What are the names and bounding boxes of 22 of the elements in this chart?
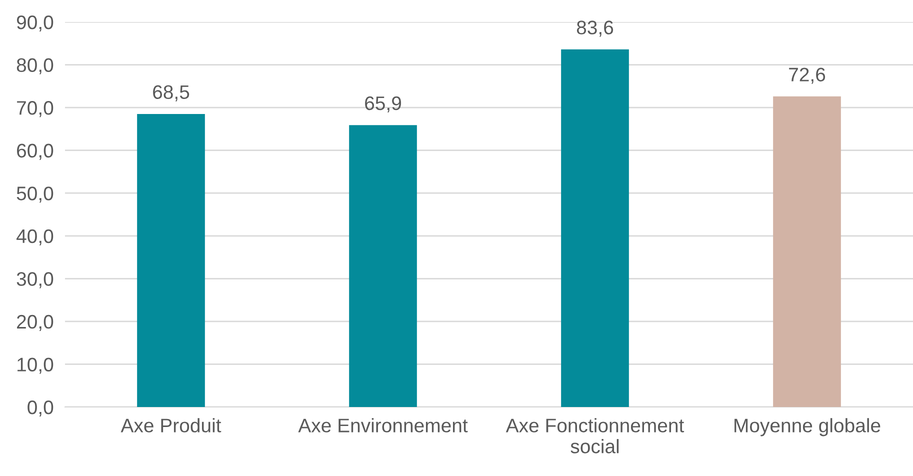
data-label: 83,6 xyxy=(576,20,614,37)
data-label: 65,9 xyxy=(365,96,401,112)
y-tick-label: 50,0 xyxy=(16,186,54,203)
y-tick-label: 30,0 xyxy=(16,272,54,288)
y-tick-label: 20,0 xyxy=(17,314,54,331)
y-tick-label: 0,0 xyxy=(28,400,54,417)
y-tick-label: 10,0 xyxy=(18,358,54,374)
y-tick-label: 80,0 xyxy=(16,58,54,74)
y-tick-label: 60,0 xyxy=(17,144,54,160)
bar xyxy=(349,125,417,407)
data-label: 72,6 xyxy=(789,68,826,84)
x-tick-label: Axe Fonctionnement social xyxy=(506,418,684,454)
bar xyxy=(773,96,841,407)
y-tick-label: 90,0 xyxy=(16,15,54,32)
x-tick-label: Axe Environnement xyxy=(298,418,468,432)
x-tick-label: Axe Produit xyxy=(120,418,222,432)
bar xyxy=(561,49,629,407)
y-tick-label: 40,0 xyxy=(16,229,54,246)
data-label: 68,5 xyxy=(153,85,190,102)
x-tick-label: Moyenne globale xyxy=(734,418,880,436)
y-tick-label: 70,0 xyxy=(17,101,54,118)
bar xyxy=(137,114,205,407)
